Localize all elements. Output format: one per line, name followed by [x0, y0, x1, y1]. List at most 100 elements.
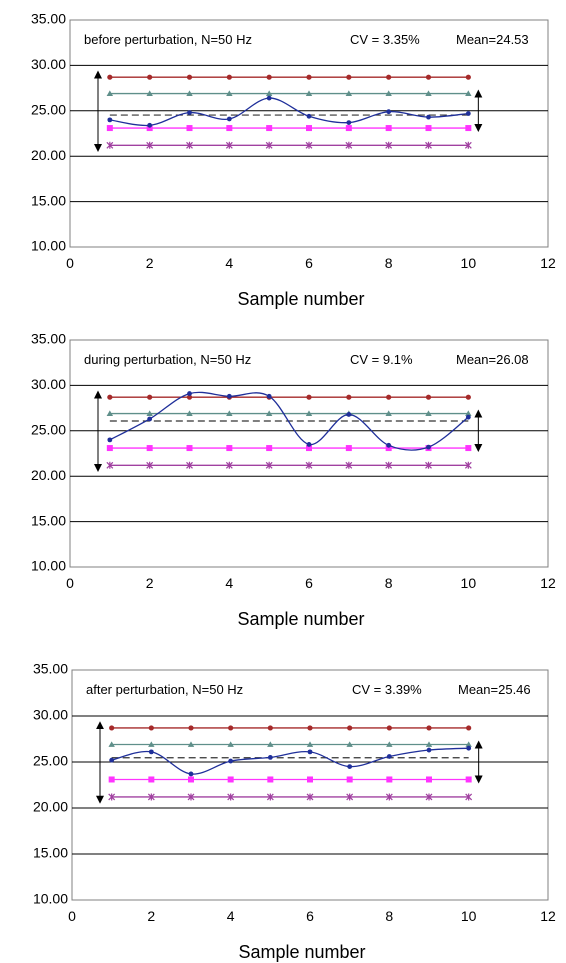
sample-point: [107, 117, 113, 123]
y-tick-label: 25.00: [33, 753, 68, 769]
reference-point: [226, 125, 233, 132]
cv-annotation: CV = 9.1%: [350, 352, 413, 367]
sample-point: [426, 444, 431, 450]
reference-point: [385, 793, 393, 801]
reference-point: [106, 125, 113, 132]
reference-point: [106, 410, 114, 416]
sample-point: [426, 747, 432, 753]
reference-point: [425, 793, 433, 801]
reference-point: [265, 461, 273, 469]
reference-point: [227, 776, 234, 783]
cv-annotation: CV = 3.35%: [350, 32, 420, 47]
gridlines: [70, 384, 548, 523]
reference-point: [225, 461, 233, 469]
sample-point: [306, 442, 312, 447]
reference-point: [305, 410, 313, 416]
reference-point: [386, 394, 392, 400]
y-tick-label: 15.00: [31, 512, 66, 528]
reference-point: [225, 141, 233, 149]
sample-point: [107, 437, 113, 443]
reference-point: [148, 776, 155, 783]
mean-annotation: Mean=25.46: [458, 682, 531, 697]
reference-point: [186, 445, 193, 452]
reference-point: [306, 793, 314, 801]
reference-point: [305, 90, 313, 96]
sample-point: [466, 745, 472, 751]
reference-point: [425, 90, 432, 96]
reference-point: [346, 741, 353, 747]
reference-point: [147, 74, 153, 80]
y-tick-label: 15.00: [33, 845, 68, 861]
reference-point: [464, 141, 472, 149]
reference-point: [385, 461, 393, 469]
x-tick-label: 10: [461, 575, 477, 591]
reference-point: [108, 776, 115, 783]
reference-point: [465, 793, 473, 801]
reference-point: [305, 141, 313, 149]
x-tick-label: 8: [385, 575, 393, 591]
y-tick-label: 15.00: [31, 192, 66, 208]
reference-point: [267, 725, 273, 731]
reference-point: [106, 445, 113, 452]
reference-point: [464, 461, 472, 469]
x-axis: 0 2 4 6 8 10 12: [68, 908, 556, 924]
reference-point: [345, 90, 353, 96]
reference-point: [385, 410, 392, 416]
y-tick-label: 20.00: [31, 467, 66, 483]
y-tick-label: 30.00: [33, 707, 68, 723]
reference-point: [146, 125, 153, 132]
sample-point: [347, 764, 353, 769]
reference-point: [385, 445, 392, 452]
chart-marks: [96, 721, 483, 804]
x-tick-label: 8: [385, 255, 393, 271]
x-axis-label: Sample number: [238, 942, 365, 962]
reference-point: [465, 74, 471, 80]
chart-marks: [94, 70, 483, 153]
mean-annotation: Mean=24.53: [456, 32, 529, 47]
reference-point: [146, 445, 153, 452]
reference-point: [306, 445, 312, 452]
y-tick-label: 25.00: [31, 422, 66, 438]
y-tick-label: 35.00: [31, 11, 66, 27]
sample-point: [346, 120, 352, 126]
reference-point: [425, 394, 432, 400]
reference-point: [226, 445, 233, 452]
sample-point: [109, 757, 115, 763]
sample-point: [386, 754, 392, 759]
x-tick-label: 2: [147, 908, 155, 924]
chart-panel-before: 10.00 15.00 20.00 25.00 30.00 35.00 0 2 …: [31, 11, 556, 309]
sample-point: [188, 771, 194, 777]
reference-point: [345, 461, 353, 469]
sample-point: [187, 391, 192, 396]
reference-point: [188, 776, 194, 783]
cv-annotation: CV = 3.39%: [352, 682, 422, 697]
reference-point: [386, 776, 393, 783]
reference-point: [465, 394, 471, 400]
reference-point: [228, 725, 234, 731]
sample-point: [426, 114, 431, 120]
gridlines: [72, 715, 548, 855]
reference-point: [106, 141, 114, 149]
reference-point: [465, 125, 472, 132]
sample-series-line: [109, 391, 469, 451]
reference-point: [266, 793, 274, 801]
reference-point: [146, 410, 153, 416]
sample-point: [228, 758, 234, 764]
reference-point: [425, 741, 433, 747]
x-tick-label: 4: [225, 255, 233, 271]
x-tick-label: 4: [227, 908, 235, 924]
reference-point: [188, 725, 194, 731]
mean-annotation: Mean=26.08: [456, 352, 529, 367]
condition-annotation: before perturbation, N=50 Hz: [84, 32, 252, 47]
y-tick-label: 25.00: [31, 102, 66, 118]
reference-point: [307, 776, 313, 783]
reference-point: [148, 741, 155, 747]
sample-point: [306, 113, 312, 119]
reference-point: [186, 125, 193, 132]
reference-point: [426, 776, 432, 783]
reference-point: [106, 461, 114, 469]
x-tick-label: 12: [540, 575, 556, 591]
x-tick-label: 2: [146, 255, 154, 271]
reference-point: [426, 725, 432, 731]
plot-area: [71, 669, 549, 901]
